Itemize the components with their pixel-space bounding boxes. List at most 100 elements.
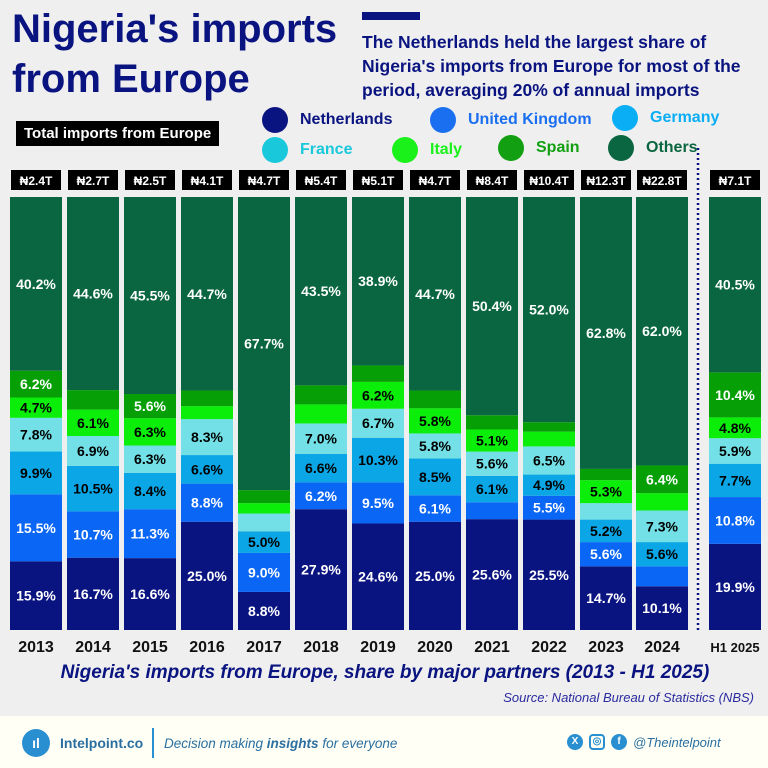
bar-segment-france <box>466 451 518 476</box>
instagram-icon[interactable]: ◎ <box>589 734 605 750</box>
intelpoint-logo-icon: ıl <box>22 729 50 757</box>
total-badge <box>239 170 289 190</box>
data-label: 5.9% <box>719 443 751 459</box>
x-tick-label: 2013 <box>18 639 54 656</box>
data-label: 19.9% <box>715 579 755 595</box>
bar-segment-others <box>352 197 404 366</box>
data-label: 6.6% <box>305 460 337 476</box>
total-label: ₦4.1T <box>191 174 224 188</box>
bar-segment-netherlands <box>352 523 404 630</box>
legend-label: Spain <box>536 139 580 156</box>
data-label: 9.5% <box>362 495 394 511</box>
bar-segment-united-kingdom <box>409 495 461 522</box>
tagline-pre: Decision making <box>164 736 267 751</box>
bar-segment-united-kingdom <box>181 483 233 522</box>
bar-segment-united-kingdom <box>238 552 290 592</box>
bar-segment-others <box>238 197 290 491</box>
bar-segment-others <box>295 197 347 386</box>
bar-segment-germany <box>238 531 290 553</box>
bar-segment-netherlands <box>636 586 688 630</box>
bar-segment-others <box>466 197 518 416</box>
bar-segment-others <box>580 197 632 469</box>
x-tick-label: 2024 <box>644 639 680 656</box>
data-label: 10.8% <box>715 512 755 528</box>
x-tick-label: 2018 <box>303 639 339 656</box>
tagline-post: for everyone <box>318 736 398 751</box>
total-badge <box>637 170 687 190</box>
brand-name[interactable]: Intelpoint.co <box>60 735 144 751</box>
bar-segment-spain <box>181 390 233 407</box>
bar-segment-others <box>636 197 688 466</box>
social-links: X ◎ f @Theintelpoint <box>567 734 721 750</box>
bar-segment-france <box>10 417 62 452</box>
data-label: 10.4% <box>715 387 755 403</box>
data-label: 11.3% <box>131 526 170 542</box>
data-label: 25.0% <box>187 568 227 584</box>
social-handle[interactable]: @Theintelpoint <box>633 734 721 750</box>
data-label: 10.3% <box>358 452 398 468</box>
total-badge <box>353 170 403 190</box>
data-label: 6.2% <box>20 376 52 392</box>
total-label: ₦2.4T <box>20 174 53 188</box>
total-label: ₦22.8T <box>642 174 682 188</box>
bar-segment-netherlands <box>67 557 119 630</box>
data-label: 6.7% <box>362 415 394 431</box>
data-label: 6.5% <box>533 452 565 468</box>
bar-segment-italy <box>295 404 347 424</box>
bar-segment-spain <box>523 422 575 432</box>
total-badge <box>581 170 631 190</box>
bar-segment-france <box>67 436 119 466</box>
x-tick-label: 2017 <box>246 639 282 656</box>
bar-segment-united-kingdom <box>295 482 347 510</box>
data-label: 25.5% <box>529 567 569 583</box>
bar-segment-united-kingdom <box>523 495 575 520</box>
bar-segment-france <box>409 433 461 459</box>
bar-segment-italy <box>352 381 404 409</box>
legend-item-netherlands: Netherlands <box>262 107 392 133</box>
title-accent-bar <box>362 12 420 20</box>
x-tick-label: 2015 <box>132 639 168 656</box>
bar-segment-france <box>580 503 632 520</box>
data-label: 5.1% <box>476 433 508 449</box>
bar-segment-netherlands <box>10 561 62 630</box>
bar-segment-united-kingdom <box>352 482 404 524</box>
total-imports-label: Total imports from Europe <box>16 121 220 146</box>
data-label: 27.9% <box>301 562 341 578</box>
data-label: 25.6% <box>472 567 512 583</box>
data-label: 45.5% <box>130 288 170 304</box>
data-label: 6.3% <box>134 424 166 440</box>
data-label: 9.0% <box>248 564 280 580</box>
data-label: 5.6% <box>590 546 622 562</box>
x-icon[interactable]: X <box>567 734 583 750</box>
data-label: 5.6% <box>646 546 678 562</box>
data-label: 6.1% <box>77 415 109 431</box>
data-label: 62.0% <box>642 323 682 339</box>
legend-item-spain: Spain <box>498 135 580 161</box>
data-label: 6.2% <box>305 488 337 504</box>
bar-segment-netherlands <box>124 558 176 630</box>
x-tick-label: H1 2025 <box>710 640 759 655</box>
data-label: 5.8% <box>419 413 451 429</box>
data-label: 38.9% <box>358 273 398 289</box>
data-label: 5.0% <box>248 534 280 550</box>
bar-segment-united-kingdom <box>636 566 688 587</box>
bar-segment-germany <box>709 463 761 498</box>
total-badge <box>467 170 517 190</box>
tagline-bold: insights <box>266 736 319 751</box>
x-tick-label: 2019 <box>360 639 396 656</box>
data-label: 6.4% <box>646 471 678 487</box>
bar-segment-others <box>523 197 575 423</box>
facebook-icon[interactable]: f <box>611 734 627 750</box>
data-label: 25.0% <box>415 568 455 584</box>
data-label: 62.8% <box>586 325 626 341</box>
bar-segment-germany <box>466 475 518 503</box>
divider <box>152 728 154 758</box>
legend-label: France <box>300 141 353 158</box>
bar-segment-united-kingdom <box>124 509 176 559</box>
legend-label: Others <box>646 139 698 156</box>
data-label: 4.7% <box>20 400 52 416</box>
bar-segment-france <box>523 446 575 475</box>
total-label: ₦5.4T <box>305 174 338 188</box>
data-label: 7.7% <box>719 472 751 488</box>
bar-segment-netherlands <box>580 566 632 630</box>
